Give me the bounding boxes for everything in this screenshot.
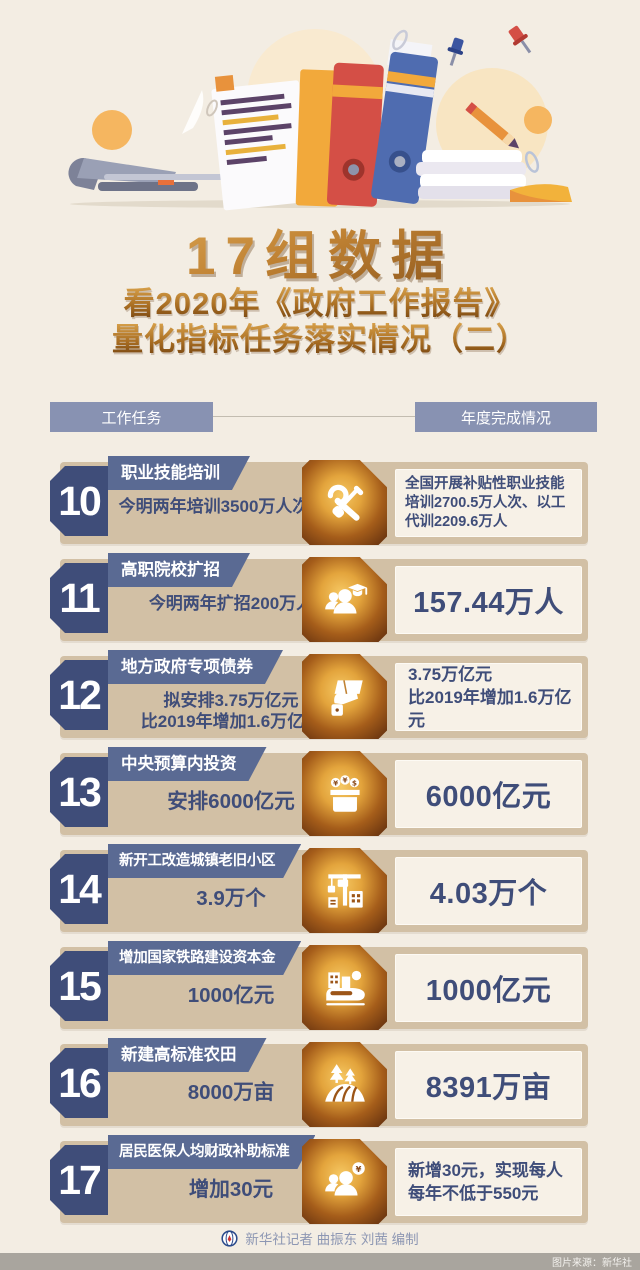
- header-illustration: [60, 12, 580, 217]
- row-result: 3.75万亿元 比2019年增加1.6万亿元: [395, 663, 582, 731]
- paperclip-icon: [206, 99, 218, 117]
- red-binder-illustration: [326, 62, 384, 207]
- row-number-badge: 10: [50, 466, 108, 536]
- row-title-banner: 增加国家铁路建设资本金: [108, 941, 301, 975]
- row-task-text: 1000亿元: [187, 984, 275, 1007]
- red-pushpin-icon: [508, 25, 532, 54]
- row-number-badge: 12: [50, 660, 108, 730]
- stapler-illustration: [68, 157, 234, 191]
- xinhua-logo-icon: [221, 1229, 238, 1247]
- row-task-text: 8000万亩: [187, 1081, 275, 1104]
- data-row-12: 12 地方政府专项债券 拟安排3.75万亿元 比2019年增加1.6万亿元 3.…: [50, 648, 590, 745]
- blue-pushpin-icon: [447, 37, 464, 66]
- row-title-banner: 地方政府专项债券: [108, 650, 283, 684]
- column-label-completion: 年度完成情况: [415, 402, 597, 432]
- image-source-text: 图片来源：新华社: [552, 1258, 632, 1269]
- data-row-13: 13 中央预算内投资 安排6000亿元 ¥ ¥ $ 6000亿元: [50, 745, 590, 842]
- money-box-icon: ¥ ¥ $: [302, 751, 387, 836]
- pencil-illustration: [465, 102, 520, 149]
- paperclip-icon: [524, 151, 540, 173]
- column-label-tasks: 工作任务: [50, 402, 213, 432]
- row-result: 新增30元，实现每人 每年不低于550元: [395, 1148, 582, 1216]
- image-source-bar: 图片来源：新华社: [0, 1253, 640, 1270]
- svg-text:¥: ¥: [355, 1163, 361, 1173]
- svg-text:$: $: [351, 778, 356, 787]
- data-row-17: 17 居民医保人均财政补助标准 增加30元 ¥ 新增30元，实现每人 每年不低于…: [50, 1133, 590, 1230]
- data-rows: 10 职业技能培训 今明两年培训3500万人次以上 全国开展补贴性职业技能 培训…: [0, 454, 640, 1230]
- row-task-text: 拟安排3.75万亿元 比2019年增加1.6万亿元: [140, 691, 322, 731]
- page-subtitle-line1: 看2020年《政府工作报告》: [0, 286, 640, 322]
- row-number-badge: 17: [50, 1145, 108, 1215]
- footer-credit: 新华社记者 曲振东 刘茜 编制: [0, 1228, 640, 1248]
- train-icon: [302, 945, 387, 1030]
- row-result: 157.44万人: [395, 566, 582, 634]
- document-illustration: [211, 74, 312, 211]
- row-title-banner: 中央预算内投资: [108, 747, 267, 781]
- graduates-icon: [302, 557, 387, 642]
- columns-connector-line: [213, 416, 415, 417]
- data-row-16: 16 新建高标准农田 8000万亩 8391万亩: [50, 1036, 590, 1133]
- row-result: 6000亿元: [395, 760, 582, 828]
- row-result: 8391万亩: [395, 1051, 582, 1119]
- orange-ball: [524, 106, 552, 134]
- row-result: 1000亿元: [395, 954, 582, 1022]
- row-number-badge: 16: [50, 1048, 108, 1118]
- row-task-text: 安排6000亿元: [167, 790, 295, 813]
- row-task-text: 增加30元: [188, 1178, 274, 1201]
- data-row-15: 15 增加国家铁路建设资本金 1000亿元: [50, 939, 590, 1036]
- farmland-icon: [302, 1042, 387, 1127]
- row-title-banner: 高职院校扩招: [108, 553, 250, 587]
- row-result: 4.03万个: [395, 857, 582, 925]
- crane-icon: [302, 848, 387, 933]
- data-row-11: 11 高职院校扩招 今明两年扩招200万人 157.44万人: [50, 551, 590, 648]
- quill-illustration: [182, 90, 204, 134]
- tools-icon: [302, 460, 387, 545]
- hand-banknote-icon: [302, 654, 387, 739]
- row-task-text: 今明两年培训3500万人次以上: [118, 497, 344, 516]
- paper-stack-illustration: [416, 150, 526, 199]
- columns-header: 工作任务 年度完成情况: [50, 402, 597, 432]
- title-block: 17组数据 看2020年《政府工作报告》 量化指标任务落实情况（二）: [0, 0, 640, 358]
- row-task-text: 今明两年扩招200万人: [148, 594, 314, 613]
- data-row-10: 10 职业技能培训 今明两年培训3500万人次以上 全国开展补贴性职业技能 培训…: [50, 454, 590, 551]
- data-row-14: 14 新开工改造城镇老旧小区 3.9万个: [50, 842, 590, 939]
- people-coin-icon: ¥: [302, 1139, 387, 1224]
- footer-credit-text: 新华社记者 曲振东 刘茜 编制: [245, 1232, 419, 1247]
- row-result: 全国开展补贴性职业技能 培训2700.5万人次、以工 代训2209.6万人: [395, 469, 582, 537]
- row-number-badge: 14: [50, 854, 108, 924]
- orange-ball: [92, 110, 132, 150]
- svg-text:¥: ¥: [342, 775, 347, 784]
- sticky-notes-illustration: [510, 184, 572, 202]
- row-title-banner: 居民医保人均财政补助标准: [108, 1135, 315, 1169]
- row-title-banner: 新开工改造城镇老旧小区: [108, 844, 301, 878]
- page-subtitle-line2: 量化指标任务落实情况（二）: [0, 322, 640, 358]
- row-title-banner: 职业技能培训: [108, 456, 250, 490]
- paperclip-icon: [392, 29, 408, 51]
- row-number-badge: 15: [50, 951, 108, 1021]
- row-number-badge: 11: [50, 563, 108, 633]
- row-task-text: 3.9万个: [196, 887, 266, 910]
- page-title: 17组数据: [0, 228, 640, 286]
- row-number-badge: 13: [50, 757, 108, 827]
- svg-text:¥: ¥: [333, 778, 338, 787]
- row-title-banner: 新建高标准农田: [108, 1038, 267, 1072]
